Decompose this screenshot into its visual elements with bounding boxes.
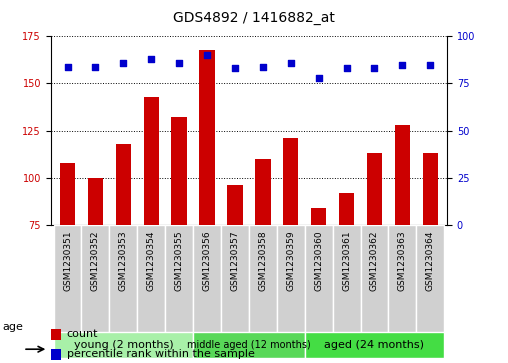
Text: GSM1230360: GSM1230360 <box>314 231 323 291</box>
Text: GSM1230359: GSM1230359 <box>287 231 295 291</box>
Text: GSM1230364: GSM1230364 <box>426 231 435 291</box>
FancyBboxPatch shape <box>221 225 249 334</box>
Text: percentile rank within the sample: percentile rank within the sample <box>67 349 255 359</box>
Text: GSM1230351: GSM1230351 <box>63 231 72 291</box>
FancyBboxPatch shape <box>333 225 361 334</box>
Point <box>314 75 323 81</box>
Bar <box>51 348 61 360</box>
Bar <box>339 193 354 363</box>
Bar <box>51 329 61 340</box>
Text: GSM1230361: GSM1230361 <box>342 231 351 291</box>
FancyBboxPatch shape <box>305 332 444 358</box>
Text: count: count <box>67 329 98 339</box>
Bar <box>199 49 215 363</box>
Bar <box>283 138 299 363</box>
Bar <box>88 178 103 363</box>
Bar <box>367 153 382 363</box>
FancyBboxPatch shape <box>109 225 137 334</box>
Point <box>119 60 128 66</box>
Point <box>91 64 100 69</box>
Text: middle aged (12 months): middle aged (12 months) <box>187 340 311 350</box>
Text: aged (24 months): aged (24 months) <box>325 340 425 350</box>
FancyBboxPatch shape <box>165 225 193 334</box>
FancyBboxPatch shape <box>81 225 109 334</box>
FancyBboxPatch shape <box>417 225 444 334</box>
FancyBboxPatch shape <box>53 332 193 358</box>
Text: GSM1230363: GSM1230363 <box>398 231 407 291</box>
Text: GSM1230356: GSM1230356 <box>203 231 211 291</box>
FancyBboxPatch shape <box>389 225 417 334</box>
Text: GSM1230352: GSM1230352 <box>91 231 100 291</box>
Text: age: age <box>3 322 23 332</box>
Bar <box>116 144 131 363</box>
Point <box>342 65 351 71</box>
Text: GSM1230353: GSM1230353 <box>119 231 128 291</box>
Point <box>203 52 211 58</box>
Text: GSM1230354: GSM1230354 <box>147 231 156 291</box>
Point <box>259 64 267 69</box>
Bar <box>395 125 410 363</box>
Bar <box>60 163 75 363</box>
Text: GSM1230362: GSM1230362 <box>370 231 379 291</box>
Point <box>398 62 406 68</box>
Point <box>231 65 239 71</box>
Point <box>64 64 72 69</box>
Bar <box>423 153 438 363</box>
Bar <box>227 185 243 363</box>
FancyBboxPatch shape <box>305 225 333 334</box>
FancyBboxPatch shape <box>193 225 221 334</box>
FancyBboxPatch shape <box>137 225 165 334</box>
Text: GSM1230358: GSM1230358 <box>259 231 267 291</box>
Point <box>370 65 378 71</box>
Text: GSM1230357: GSM1230357 <box>231 231 239 291</box>
FancyBboxPatch shape <box>361 225 389 334</box>
Bar <box>255 159 271 363</box>
Point <box>426 62 434 68</box>
FancyBboxPatch shape <box>277 225 305 334</box>
Point <box>287 60 295 66</box>
Bar <box>144 97 159 363</box>
Text: young (2 months): young (2 months) <box>74 340 173 350</box>
FancyBboxPatch shape <box>193 332 305 358</box>
Text: GDS4892 / 1416882_at: GDS4892 / 1416882_at <box>173 11 335 25</box>
Bar <box>311 208 326 363</box>
Text: GSM1230355: GSM1230355 <box>175 231 184 291</box>
FancyBboxPatch shape <box>249 225 277 334</box>
Point <box>147 56 155 62</box>
Point <box>175 60 183 66</box>
Bar <box>172 118 187 363</box>
FancyBboxPatch shape <box>53 225 81 334</box>
